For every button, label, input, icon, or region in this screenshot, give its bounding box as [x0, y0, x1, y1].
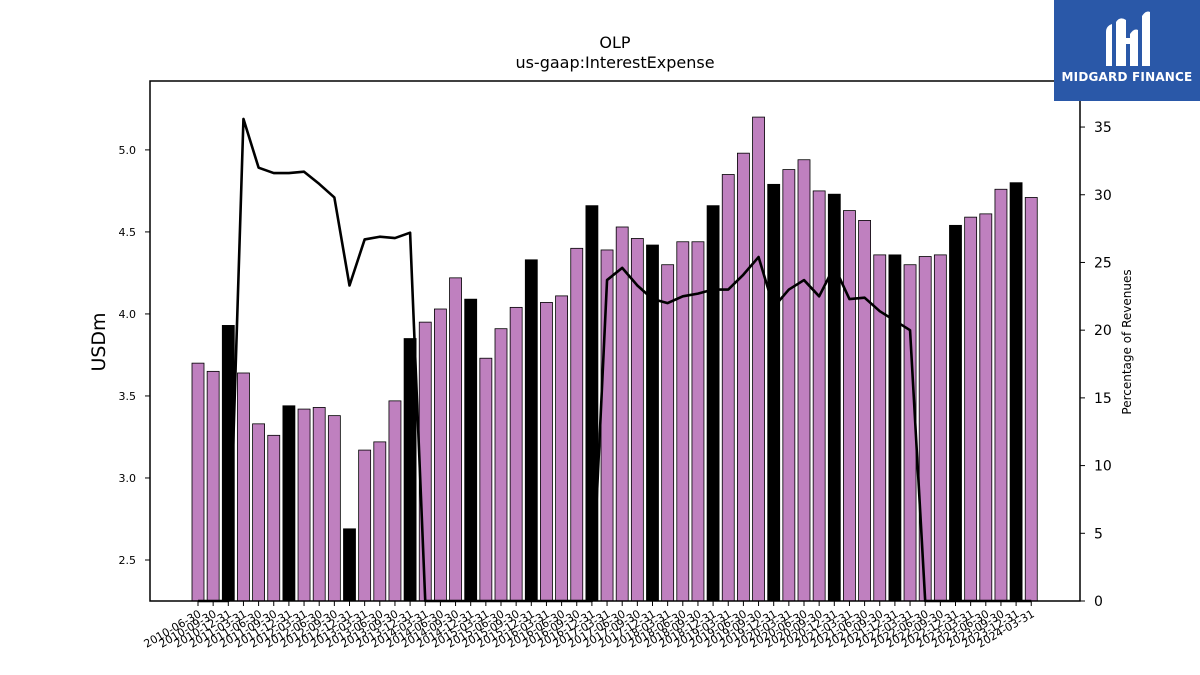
bar-2020-09-30: [812, 190, 826, 602]
left-tick-label: 3.5: [119, 390, 137, 403]
bar-2016-06-30: [555, 295, 568, 602]
line-group: [198, 117, 1032, 603]
right-tick-label: 35: [1094, 120, 1112, 136]
bar-2013-06-30: [373, 441, 387, 602]
bar-2013-12-31: [403, 338, 417, 602]
right-tick-label: 20: [1094, 323, 1112, 339]
bar-2016-12-31: [585, 205, 599, 602]
bar-2022-03-31: [903, 264, 917, 602]
bar-2019-09-30: [752, 116, 765, 602]
bar-2012-06-30: [312, 407, 326, 602]
bar-2016-03-31: [540, 302, 553, 602]
bar-2012-09-30: [327, 415, 341, 602]
bar-2023-06-30: [979, 213, 993, 602]
right-tick-label: 5: [1094, 526, 1103, 542]
bar-2016-09-30: [570, 247, 584, 602]
midgard-finance-logo: MIDGARD FINANCE: [1054, 0, 1200, 101]
left-axis-ticks: 2.5 3.0 3.5 4.0 4.5 5.0: [119, 144, 150, 567]
right-tick-label: 10: [1094, 459, 1112, 475]
bar-2023-03-31: [964, 216, 978, 602]
logo-text: MIDGARD FINANCE: [1061, 70, 1193, 84]
bar-2015-03-31: [479, 357, 493, 602]
bar-2020-12-31: [827, 193, 841, 602]
bar-2011-12-31: [282, 405, 296, 602]
bar-2011-03-31: [237, 372, 250, 602]
bar-2012-03-31: [297, 408, 311, 602]
bar-2023-09-30: [994, 188, 1008, 602]
y-axis-label-right: Percentage of Revenues: [1120, 269, 1134, 414]
bar-2014-03-31: [418, 321, 432, 602]
bar-2011-06-30: [252, 423, 266, 602]
bar-2019-03-31: [721, 174, 735, 602]
y-axis-label-left: USDm: [88, 312, 110, 371]
chart-title: OLP: [599, 33, 631, 52]
bar-2013-09-30: [388, 400, 402, 602]
bar-2017-06-30: [615, 226, 629, 602]
bar-2011-09-30: [267, 434, 281, 602]
bar-2020-06-30: [797, 159, 811, 602]
bar-2015-06-30: [494, 328, 508, 602]
bar-2022-09-30: [933, 254, 947, 602]
bar-2018-12-31: [706, 205, 720, 602]
bar-2020-03-31: [782, 169, 796, 602]
bar-2013-03-31: [358, 449, 372, 602]
bar-2015-09-30: [509, 306, 523, 602]
bar-2010-06-30: [191, 362, 205, 602]
bar-2019-06-30: [737, 152, 750, 602]
bar-2021-12-31: [888, 254, 902, 602]
x-axis-ticks: 2010-06-302010-09-302010-12-312011-03-31…: [142, 601, 1037, 651]
bar-2015-12-31: [524, 259, 538, 602]
bar-2021-03-31: [843, 210, 856, 602]
bar-2022-12-31: [949, 224, 962, 602]
bar-2021-06-30: [858, 220, 871, 602]
left-tick-label: 4.5: [119, 226, 137, 239]
bar-2019-12-31: [767, 183, 781, 602]
left-tick-label: 4.0: [119, 308, 137, 321]
right-tick-label: 30: [1094, 188, 1112, 204]
chart-subtitle: us-gaap:InterestExpense: [515, 53, 714, 72]
bar-2017-09-30: [630, 238, 644, 602]
bar-2012-12-31: [343, 528, 356, 602]
right-tick-label: 0: [1094, 594, 1103, 610]
percentage-of-revenues-line: [198, 117, 1032, 603]
bar-2014-09-30: [449, 277, 462, 602]
right-tick-label: 15: [1094, 391, 1112, 407]
bar-2014-12-31: [464, 298, 478, 602]
left-tick-label: 2.5: [119, 554, 137, 567]
bar-2022-06-30: [918, 256, 932, 602]
plot-frame: [149, 80, 1081, 602]
right-tick-label: 25: [1094, 255, 1112, 271]
bar-2023-12-31: [1009, 182, 1023, 602]
bar-2014-06-30: [433, 308, 447, 602]
bar-2018-03-31: [661, 264, 675, 602]
bar-2024-03-31: [1024, 197, 1038, 602]
right-axis-ticks: 0 5 10 15 20 25 30 35: [1080, 120, 1112, 610]
left-tick-label: 3.0: [119, 472, 137, 485]
bar-2010-09-30: [206, 370, 220, 602]
left-tick-label: 5.0: [119, 144, 137, 157]
midgard-m-logo-icon: [1106, 11, 1150, 66]
